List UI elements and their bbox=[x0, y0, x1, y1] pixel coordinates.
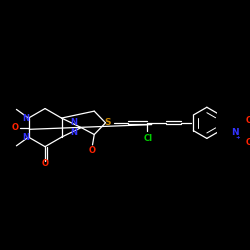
Text: N: N bbox=[22, 114, 30, 122]
Text: O: O bbox=[89, 146, 96, 154]
Text: N: N bbox=[231, 128, 239, 137]
Text: O: O bbox=[246, 116, 250, 125]
Text: N: N bbox=[22, 133, 30, 142]
Text: O: O bbox=[42, 158, 48, 168]
Text: O: O bbox=[246, 138, 250, 147]
Text: Cl: Cl bbox=[144, 134, 153, 143]
Text: O: O bbox=[12, 123, 19, 132]
Text: N: N bbox=[71, 118, 78, 128]
Text: S: S bbox=[105, 118, 111, 127]
Text: +: + bbox=[235, 135, 240, 140]
Text: N: N bbox=[71, 128, 78, 137]
